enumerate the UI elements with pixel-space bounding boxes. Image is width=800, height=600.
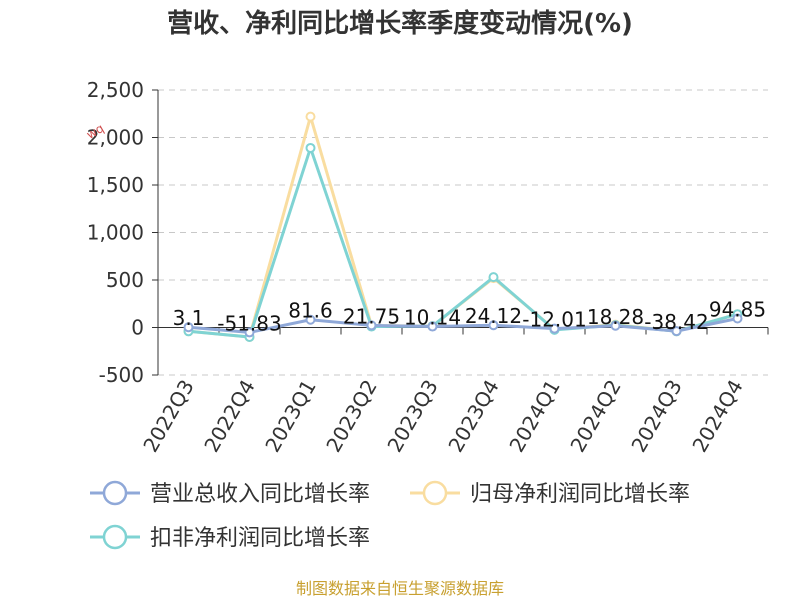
data-point [305,142,316,153]
series-line [188,146,738,339]
data-label: 10.14 [404,306,461,330]
data-label: -12.01 [522,308,586,332]
y-tick-label: 2,000 [87,126,144,150]
data-point [427,321,438,332]
data-label: 94.85 [709,297,766,321]
data-point [183,322,194,333]
x-tick-label: 2022Q4 [199,376,259,457]
data-point [305,111,316,122]
x-tick-label: 2022Q3 [138,376,198,457]
data-point [610,320,621,331]
y-tick-label: -500 [99,363,144,387]
y-tick-label: 1,500 [87,173,144,197]
series-group [183,111,743,342]
data-label: 3.1 [173,306,205,330]
x-tick-label: 2024Q1 [504,376,564,457]
data-label: 18.28 [587,305,644,329]
y-tick-label: 1,000 [87,221,144,245]
data-labels: 3.1 -51.83 81.6 21.75 10.14 24.12 -12.01 18.28-… [173,297,767,335]
legend-label: 扣非净利润同比增长率 [150,526,370,551]
data-point [244,327,255,338]
legend-label: 归母净利润同比增长率 [470,482,690,507]
data-point [488,272,499,283]
source-note: 制图数据来自恒生聚源数据库 [296,579,504,598]
x-tick-label: 2023Q3 [382,376,442,457]
chart-title: 营收、净利同比增长率季度变动情况(%) [167,8,633,39]
data-label: 24.12 [465,304,522,328]
legend-marker [102,480,128,506]
y-tick-label: 2,500 [87,78,144,102]
data-point [732,313,743,324]
x-tick-label: 2024Q4 [687,376,747,457]
legend-marker [102,524,128,550]
series-line [188,115,738,339]
series-line [188,317,738,334]
x-tick-label: 2023Q4 [443,376,503,457]
legend-marker [422,480,448,506]
x-axis: 2022Q3 2022Q4 2023Q1 2023Q2 2023Q3 2023Q4 2024… [138,327,769,457]
y-tick-label: 500 [106,268,144,292]
data-label: 81.6 [288,299,333,323]
grid [158,89,768,376]
y-tick-label: 0 [131,316,144,340]
x-tick-label: 2023Q1 [260,376,320,457]
data-point [671,326,682,337]
x-tick-label: 2024Q3 [626,376,686,457]
data-point [488,320,499,331]
y-axis: -500 0 500 1,000 1,500 2,000 2,500 [87,78,159,387]
data-point [305,314,316,325]
data-label: -51.83 [217,311,281,335]
x-tick-label: 2023Q2 [321,376,381,457]
data-point [549,323,560,334]
data-label: 21.75 [343,304,400,328]
legend-label: 营业总收入同比增长率 [150,482,370,507]
x-tick-label: 2024Q2 [565,376,625,457]
data-label: -38.42 [644,310,708,334]
data-point [366,320,377,331]
